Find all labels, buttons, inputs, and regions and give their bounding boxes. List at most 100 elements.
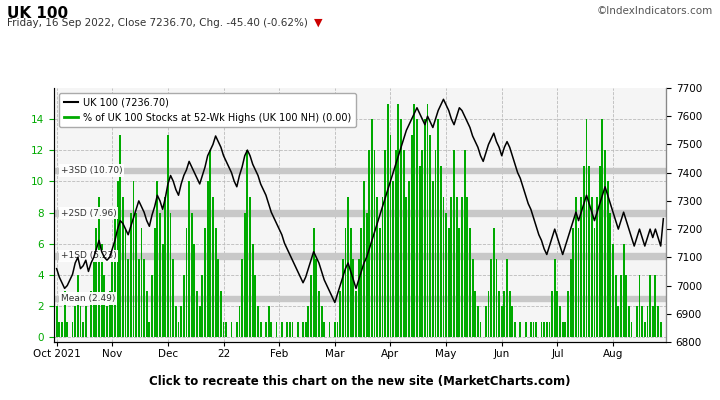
Bar	[55, 306, 58, 337]
Bar	[127, 260, 129, 337]
Bar	[577, 228, 580, 337]
Bar	[474, 290, 476, 337]
Bar	[117, 182, 119, 337]
Bar	[122, 197, 124, 337]
Bar	[429, 135, 431, 337]
Text: Click to recreate this chart on the new site (MarketCharts.com): Click to recreate this chart on the new …	[149, 376, 571, 388]
Bar	[96, 228, 97, 337]
Bar	[287, 322, 288, 337]
Bar	[596, 197, 598, 337]
Bar	[387, 104, 389, 337]
Bar	[487, 290, 490, 337]
Bar	[541, 322, 542, 337]
Bar	[617, 306, 619, 337]
Bar	[591, 197, 593, 337]
Bar	[440, 166, 442, 337]
Bar	[315, 260, 318, 337]
Bar	[498, 290, 500, 337]
Bar	[392, 182, 394, 337]
Bar	[342, 260, 343, 337]
Bar	[543, 322, 545, 337]
Bar	[506, 260, 508, 337]
Bar	[249, 197, 251, 337]
Bar	[369, 150, 370, 337]
Bar	[334, 322, 336, 337]
Bar	[77, 275, 78, 337]
Bar	[421, 150, 423, 337]
Bar	[377, 197, 378, 337]
Text: ©IndexIndicators.com: ©IndexIndicators.com	[597, 6, 713, 16]
Bar	[390, 135, 392, 337]
Bar	[175, 306, 177, 337]
Bar	[495, 260, 498, 337]
Bar	[620, 275, 622, 337]
Bar	[549, 322, 550, 337]
Bar	[196, 290, 198, 337]
Bar	[156, 182, 158, 337]
Bar	[652, 306, 654, 337]
Bar	[270, 322, 272, 337]
Bar	[112, 260, 113, 337]
Bar	[363, 182, 365, 337]
Bar	[170, 213, 171, 337]
Bar	[615, 275, 616, 337]
Bar	[639, 275, 640, 337]
Bar	[54, 168, 666, 173]
Bar	[154, 228, 156, 337]
Text: ▼: ▼	[314, 18, 323, 28]
Bar	[443, 197, 444, 337]
Bar	[140, 228, 143, 337]
Bar	[63, 290, 66, 337]
Bar	[339, 290, 341, 337]
Bar	[344, 228, 346, 337]
Bar	[310, 275, 312, 337]
Bar	[612, 244, 614, 337]
Bar	[585, 119, 588, 337]
Bar	[212, 197, 214, 337]
Bar	[217, 260, 219, 337]
Bar	[570, 260, 572, 337]
Bar	[85, 306, 86, 337]
Bar	[180, 306, 182, 337]
Bar	[244, 213, 246, 337]
Bar	[564, 322, 566, 337]
Bar	[114, 213, 116, 337]
Bar	[90, 290, 92, 337]
Bar	[461, 197, 463, 337]
Bar	[268, 306, 269, 337]
Bar	[135, 213, 137, 337]
Bar	[312, 228, 315, 337]
Bar	[503, 290, 505, 337]
Bar	[416, 119, 418, 337]
Bar	[98, 197, 100, 337]
Bar	[358, 260, 359, 337]
Bar	[485, 306, 487, 337]
Bar	[554, 260, 556, 337]
Bar	[265, 322, 267, 337]
Bar	[432, 182, 433, 337]
Bar	[260, 322, 261, 337]
Bar	[215, 228, 217, 337]
Bar	[183, 275, 185, 337]
Bar	[501, 306, 503, 337]
Bar	[562, 322, 564, 337]
Bar	[109, 290, 111, 337]
Bar	[74, 306, 76, 337]
Bar	[402, 150, 405, 337]
Bar	[186, 228, 187, 337]
Bar	[657, 306, 659, 337]
Bar	[101, 244, 103, 337]
Text: +1SD (5.23): +1SD (5.23)	[60, 251, 117, 260]
Bar	[207, 182, 209, 337]
Bar	[575, 197, 577, 337]
Bar	[254, 275, 256, 337]
Bar	[188, 182, 190, 337]
Bar	[647, 306, 649, 337]
Bar	[318, 290, 320, 337]
Bar	[230, 322, 233, 337]
Bar	[328, 322, 330, 337]
Bar	[106, 306, 108, 337]
Bar	[305, 322, 307, 337]
Bar	[533, 322, 534, 337]
Bar	[530, 322, 532, 337]
